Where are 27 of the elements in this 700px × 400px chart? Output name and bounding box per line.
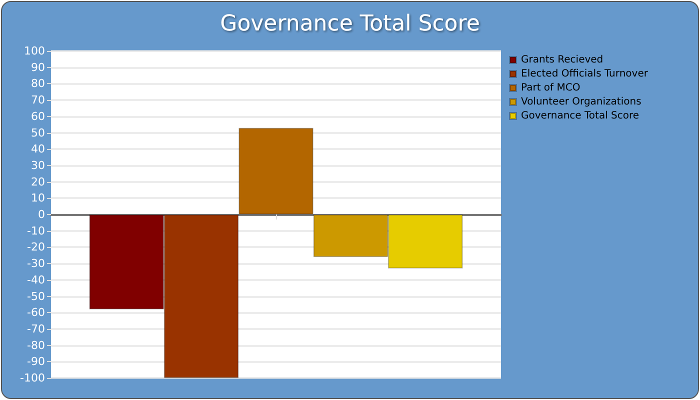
chart-title: Governance Total Score (220, 12, 480, 36)
y-tick-label: 50 (31, 126, 45, 140)
y-tick-label: -100 (20, 372, 45, 384)
y-tick-label: 10 (31, 192, 45, 205)
y-tick-label: -50 (27, 290, 45, 303)
y-tick-label: 80 (31, 77, 45, 90)
y-tick-label: 0 (38, 208, 45, 221)
y-tick-label: -20 (27, 240, 45, 254)
y-tick-label: -30 (27, 257, 45, 270)
legend-label: Grants Recieved (521, 54, 604, 66)
y-tick-label: 100 (24, 44, 45, 58)
y-tick-label: 60 (31, 110, 45, 123)
y-tick-label: -90 (27, 355, 45, 368)
y-tick-label: 20 (31, 175, 45, 188)
legend-label: Governance Total Score (521, 110, 640, 122)
y-tick-label: 70 (31, 94, 45, 107)
legend-label: Volunteer Organizations (521, 96, 642, 108)
legend-label: Part of MCO (521, 82, 580, 94)
y-tick-label: -80 (27, 338, 45, 352)
y-tick-label: -10 (27, 224, 45, 238)
y-tick-label: 90 (31, 60, 45, 74)
legend-label: Elected Officials Turnover (521, 68, 649, 80)
y-tick-label: -40 (27, 273, 45, 286)
y-tick-label: -70 (27, 322, 45, 336)
y-tick-label: -60 (27, 306, 45, 320)
y-tick-label: 30 (31, 158, 45, 172)
y-tick-label: 40 (31, 142, 45, 156)
